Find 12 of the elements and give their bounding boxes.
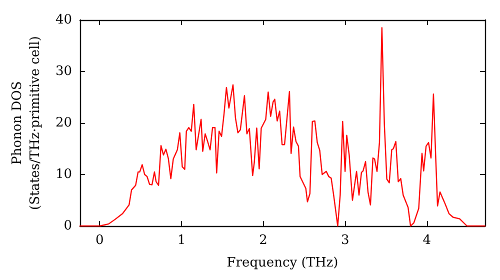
y-tick-label: 0: [64, 218, 72, 234]
x-tick-label: 3: [340, 233, 350, 248]
y-axis-title: Phonon DOS (States/THz·primitive cell): [10, 36, 44, 210]
y-tick-label: 40: [55, 12, 72, 28]
x-axis-title: Frequency (THz): [226, 256, 338, 270]
y-tick-label: 30: [55, 64, 72, 79]
y-tick-label: 10: [55, 167, 72, 182]
y-tick-label: 20: [55, 116, 72, 130]
x-tick-label: 1: [177, 233, 186, 248]
x-tick-label: 2: [259, 233, 268, 248]
x-tick-label: 0: [95, 233, 104, 248]
x-tick-label: 4: [422, 233, 432, 248]
